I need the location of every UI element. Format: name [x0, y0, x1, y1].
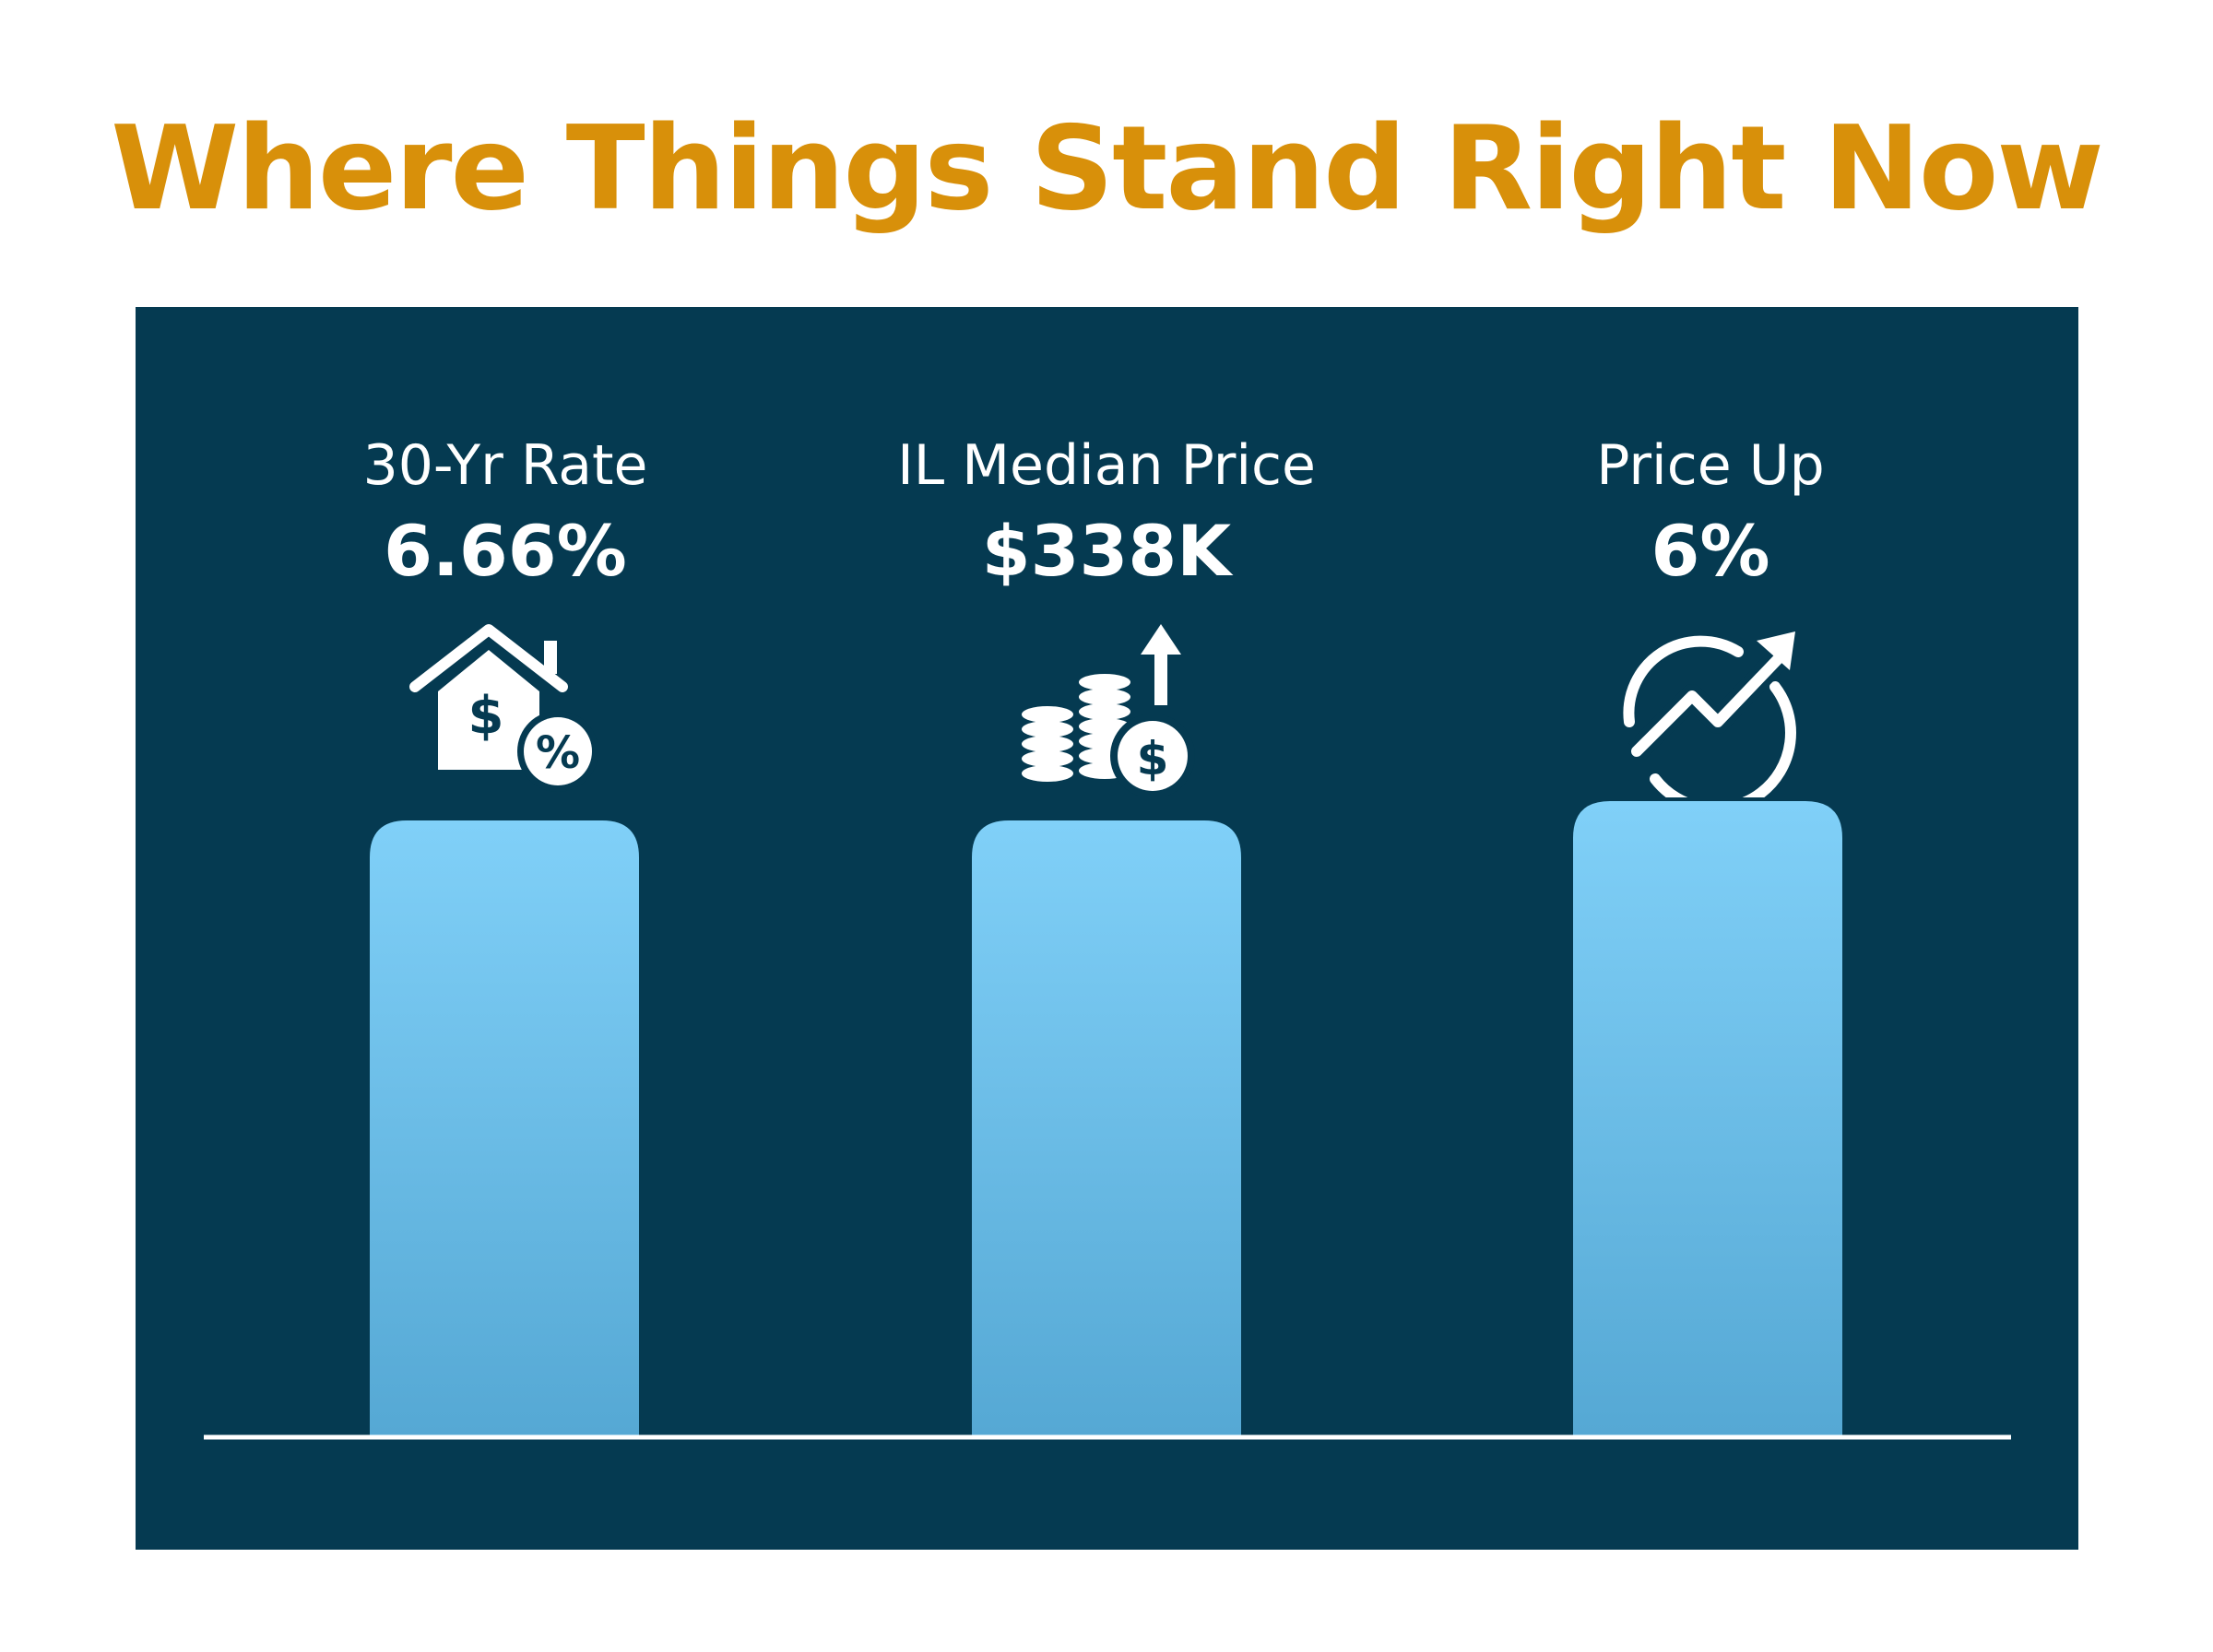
page-title: Where Things Stand Right Now: [111, 100, 2104, 236]
value-label-30yr-rate: 6.66%: [384, 510, 627, 592]
svg-text:$: $: [468, 686, 504, 746]
bar-price-up: [1573, 801, 1842, 1437]
svg-text:$: $: [1137, 732, 1169, 785]
bar-il-median-price: [972, 820, 1241, 1437]
category-label-price-up: Price Up: [1596, 433, 1825, 498]
svg-text:%: %: [536, 727, 580, 779]
category-label-il-median-price: IL Median Price: [897, 433, 1316, 498]
coin-stacks-rising-icon: $: [1022, 624, 1195, 797]
trend-up-arrow-icon: [1623, 631, 1796, 797]
category-label-30yr-rate: 30-Yr Rate: [362, 433, 648, 498]
value-label-price-up: 6%: [1651, 510, 1770, 592]
value-label-il-median-price: $338K: [981, 510, 1232, 592]
bar-30yr-rate: [370, 820, 639, 1437]
house-dollar-percent-icon: $ %: [409, 624, 598, 792]
bar-chart: [204, 801, 2011, 1440]
